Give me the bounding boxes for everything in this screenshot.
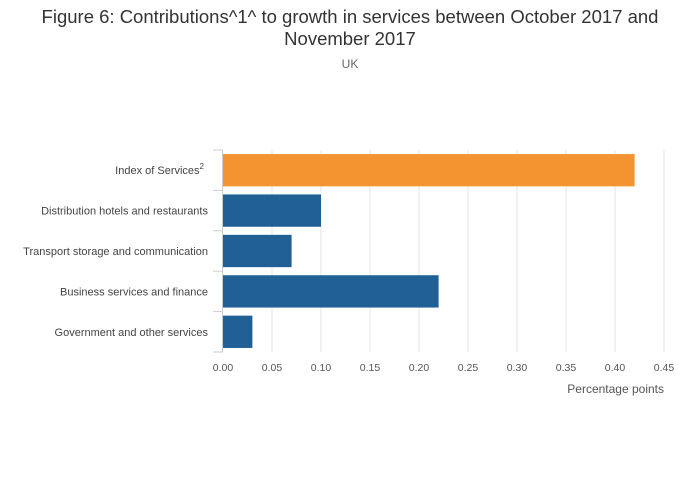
category-label: Distribution hotels and restaurants (41, 206, 208, 218)
bars (223, 154, 635, 348)
category-label: Government and other services (55, 327, 209, 339)
x-tick-label: 0.00 (213, 362, 234, 374)
bar[interactable] (223, 275, 439, 308)
chart-title: Figure 6: Contributions^1^ to growth in … (41, 6, 659, 49)
category-label: Business services and finance (60, 286, 208, 298)
bar[interactable] (223, 234, 292, 268)
bar[interactable] (223, 315, 253, 348)
bar[interactable] (223, 154, 635, 187)
category-labels: Index of Services2 Distribution hotels an… (23, 162, 208, 339)
x-tick-label: 0.10 (311, 362, 332, 374)
category-label: Transport storage and communication (23, 246, 208, 258)
x-tick-label: 0.05 (262, 362, 283, 374)
x-tick-label: 0.40 (605, 362, 626, 374)
x-tick-label: 0.30 (507, 362, 528, 374)
x-tick-label: 0.25 (458, 362, 479, 374)
x-tick-label: 0.35 (556, 362, 577, 374)
chart-subtitle: UK (341, 57, 359, 71)
x-tick-labels: 0.00 0.05 0.10 0.15 0.20 0.25 0.30 0.35 0.40 0.45 (213, 362, 675, 374)
bar[interactable] (223, 194, 321, 227)
x-axis-title: Percentage points (567, 382, 664, 396)
x-tick-label: 0.15 (360, 362, 381, 374)
axes (213, 149, 223, 353)
x-tick-label: 0.20 (409, 362, 430, 374)
category-label: Index of Services2 (115, 162, 204, 177)
x-tick-label: 0.45 (654, 362, 675, 374)
